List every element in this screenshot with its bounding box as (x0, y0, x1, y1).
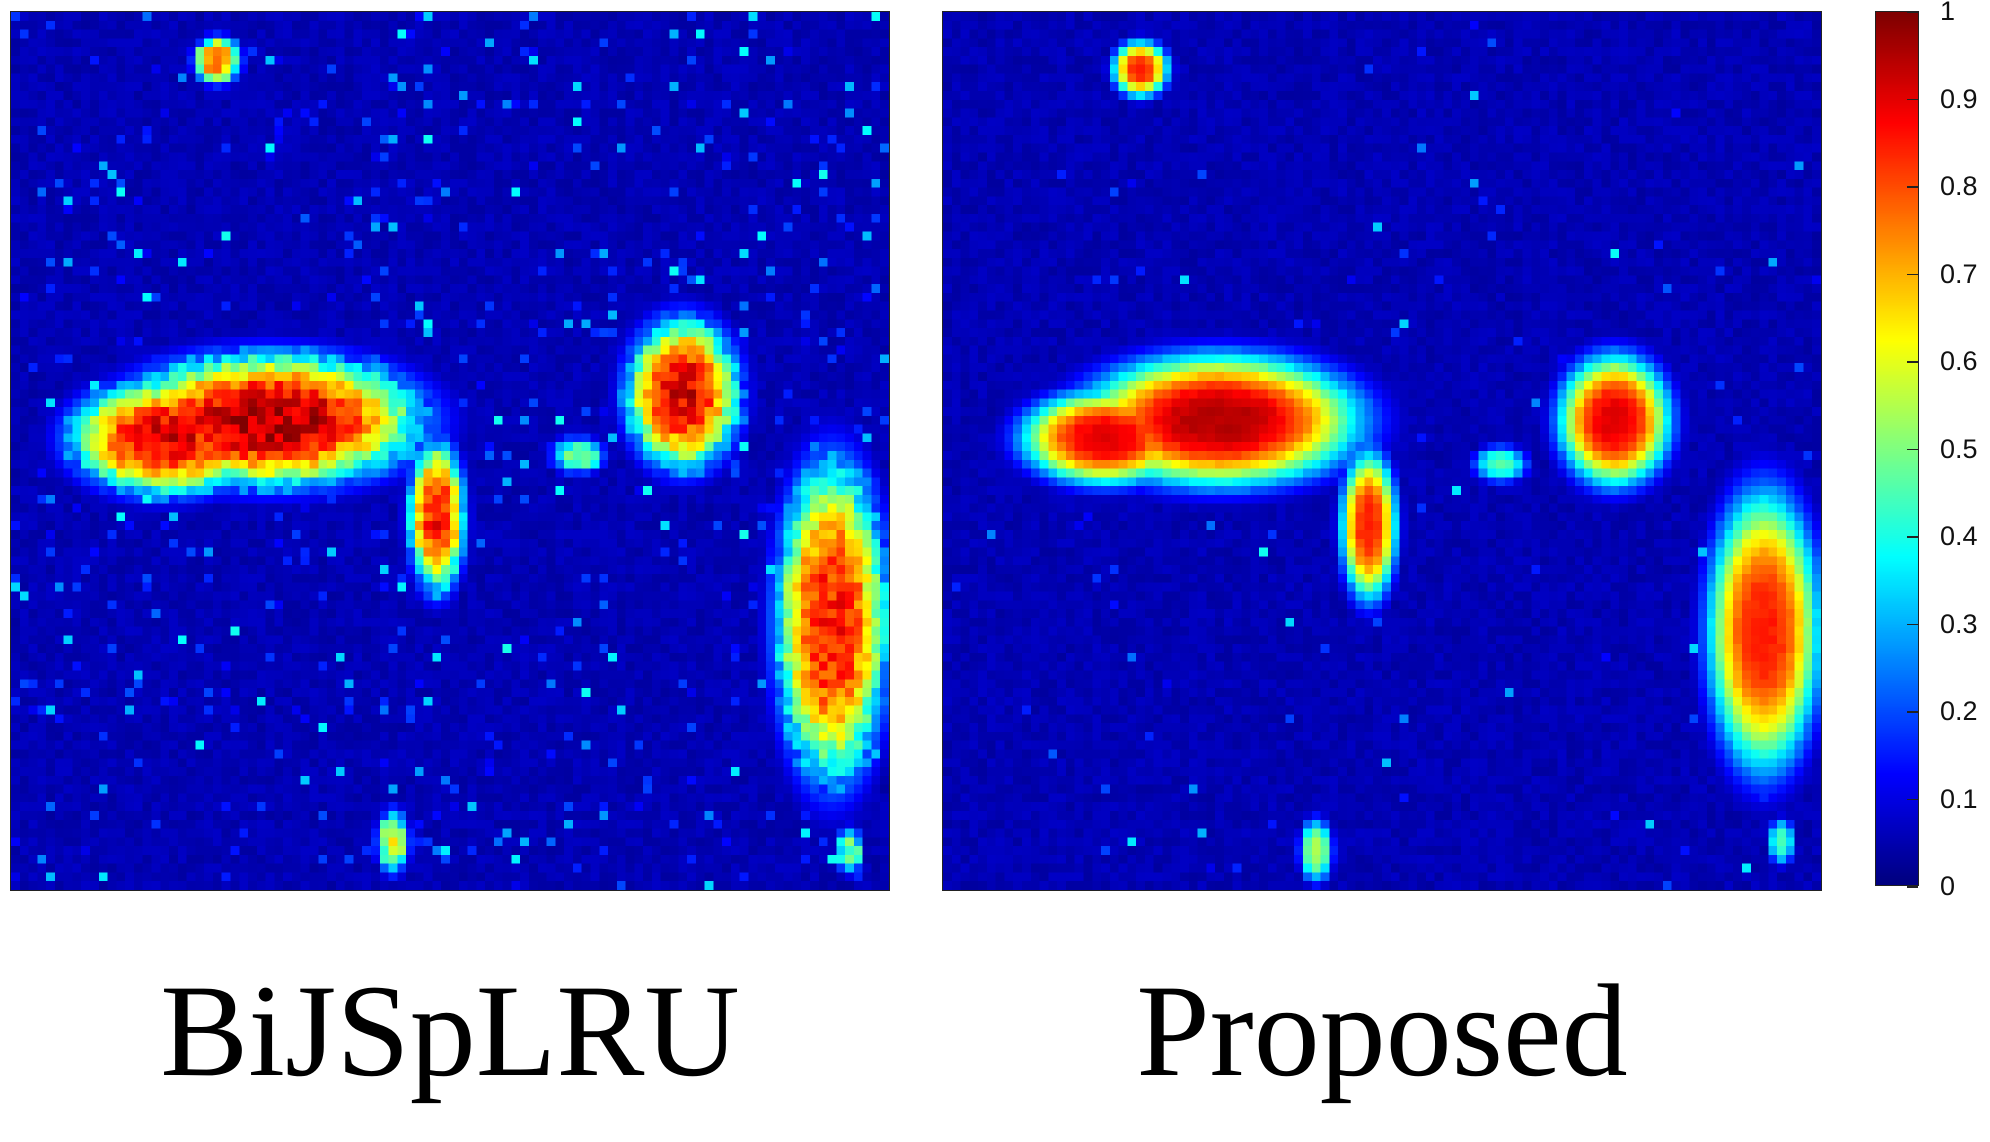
colorbar-tick-label: 0.8 (1940, 171, 1978, 201)
colorbar-tick-label: 0 (1940, 871, 1956, 901)
colorbar-tick-label: 0.3 (1940, 608, 1978, 639)
colorbar-tick-label: 0.2 (1940, 696, 1978, 726)
colorbar-tick-mark (1907, 448, 1918, 450)
heatmap-proposed (942, 11, 1822, 891)
colorbar-tick-mark (1907, 361, 1918, 363)
colorbar-tick-label: 0.9 (1940, 83, 1978, 114)
heatmap-canvas-bijsplru (11, 12, 889, 890)
heatmap-canvas-proposed (943, 12, 1821, 890)
colorbar-tick-mark (1907, 186, 1918, 188)
colorbar-tick-mark (1907, 273, 1918, 275)
colorbar-tick-label: 0.5 (1940, 433, 1978, 464)
colorbar-tick-mark (1907, 886, 1918, 888)
colorbar-tick-mark (1907, 711, 1918, 713)
colorbar-tick-mark (1907, 11, 1918, 13)
heatmap-bijsplru (10, 11, 890, 891)
colorbar-tick-mark (1907, 798, 1918, 800)
colorbar-tick-label: 0.1 (1940, 783, 1978, 814)
colorbar-tick-label: 0.7 (1940, 258, 1978, 289)
caption-proposed: Proposed (1136, 957, 1628, 1104)
colorbar-tick-mark (1907, 536, 1918, 538)
colorbar-tick-label: 0.6 (1940, 346, 1978, 376)
colorbar-tick-mark (1907, 623, 1918, 625)
colorbar-tick-label: 0.4 (1940, 521, 1978, 551)
colorbar-tick-label: 1 (1940, 0, 1956, 26)
caption-bijsplru: BiJSpLRU (160, 957, 740, 1104)
colorbar-tick-mark (1907, 98, 1918, 100)
